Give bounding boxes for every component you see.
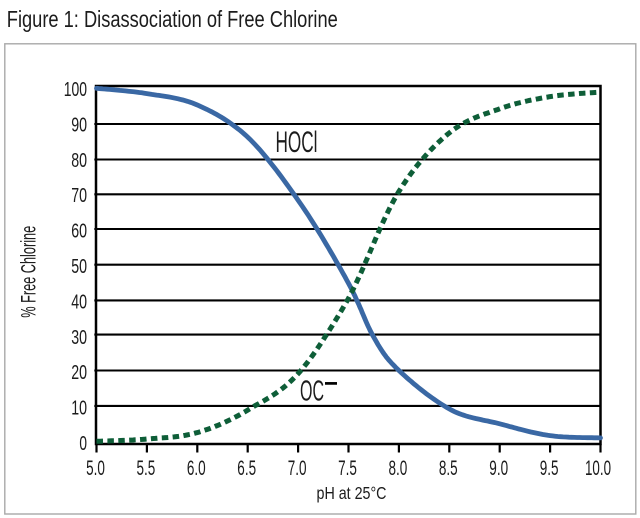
svg-text:7.5: 7.5	[338, 457, 357, 480]
svg-text:60: 60	[71, 221, 87, 243]
svg-text:80: 80	[71, 150, 87, 172]
svg-text:pH at 25°C: pH at 25°C	[317, 483, 387, 503]
svg-text:8.0: 8.0	[389, 457, 408, 480]
svg-text:50: 50	[71, 256, 87, 278]
svg-text:20: 20	[71, 362, 87, 384]
svg-text:9.5: 9.5	[540, 457, 559, 480]
svg-text:6.5: 6.5	[237, 457, 256, 480]
svg-text:100: 100	[64, 79, 87, 101]
svg-text:5.5: 5.5	[137, 457, 156, 480]
svg-text:10: 10	[71, 398, 87, 420]
svg-text:0: 0	[79, 433, 87, 455]
svg-text:6.0: 6.0	[187, 457, 206, 480]
svg-text:9.0: 9.0	[489, 457, 508, 480]
svg-text:70: 70	[71, 185, 87, 207]
svg-text:30: 30	[71, 327, 87, 349]
svg-text:40: 40	[71, 291, 87, 313]
svg-text:HOCl: HOCl	[276, 127, 318, 159]
svg-text:5.0: 5.0	[86, 457, 105, 480]
svg-text:90: 90	[71, 114, 87, 136]
svg-text:10.0: 10.0	[585, 457, 611, 480]
svg-text:OC: OC	[300, 376, 324, 408]
svg-text:8.5: 8.5	[439, 457, 458, 480]
svg-text:7.0: 7.0	[288, 457, 307, 480]
svg-text:% Free Chlorine: % Free Chlorine	[16, 226, 40, 318]
svg-text:Figure 1: Disassociation of Fr: Figure 1: Disassociation of Free Chlorin…	[7, 6, 338, 32]
